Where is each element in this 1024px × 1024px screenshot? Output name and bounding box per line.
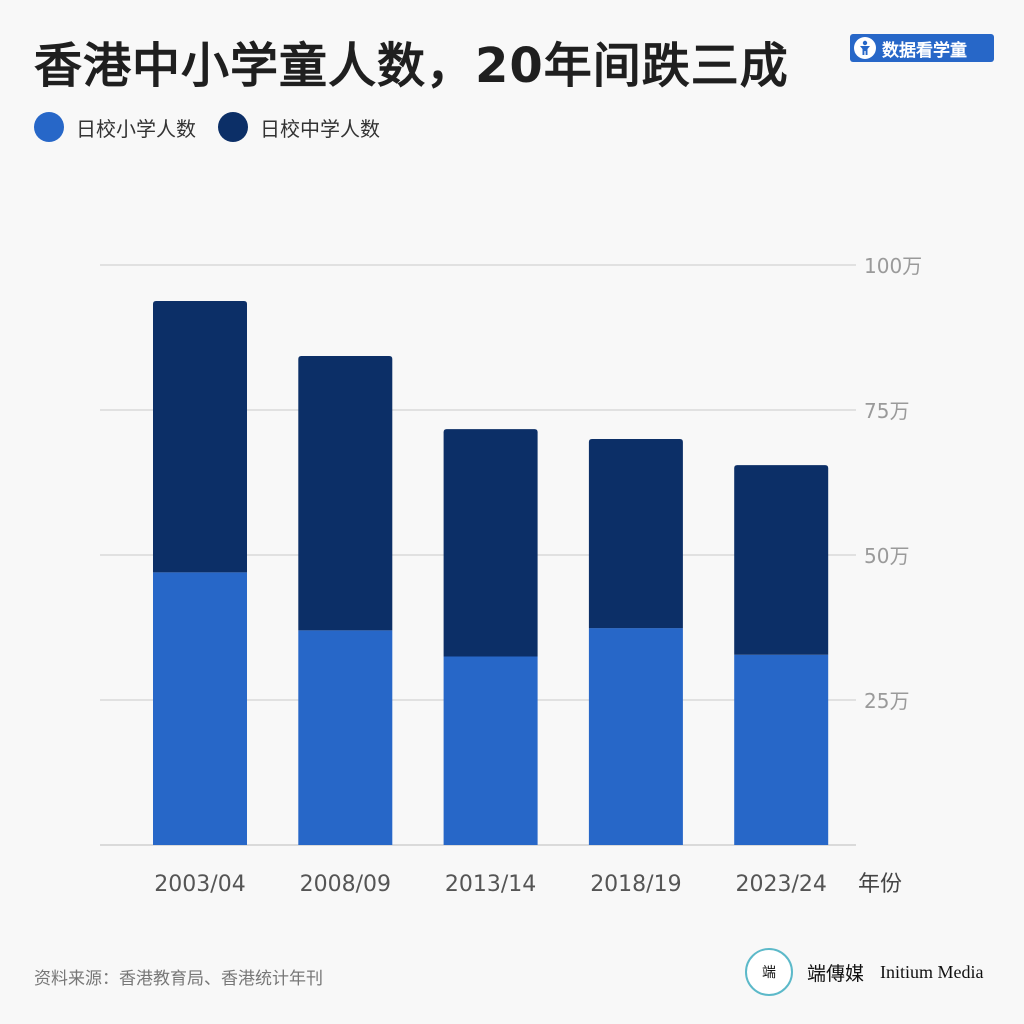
bar-segment-primary: [443, 656, 538, 845]
page-title: 香港中小学童人数，20年间跌三成: [34, 38, 789, 94]
legend-label-secondary: 日校中学人数: [260, 116, 380, 141]
topic-tag-label: 数据看学童: [882, 40, 967, 61]
bar-segment-primary: [588, 628, 683, 845]
x-tick-label: 2013/14: [445, 872, 536, 897]
legend-item-primary: 日校小学人数: [34, 112, 196, 142]
bar-segment-primary: [298, 630, 393, 845]
source-note: 资料来源：香港教育局、香港统计年刊: [34, 969, 323, 989]
bar-segment-secondary: [443, 429, 538, 657]
logo-glyph: 端: [762, 965, 776, 981]
bar-segment-secondary: [588, 439, 683, 629]
legend-swatch-secondary: [218, 112, 248, 142]
child-icon: [854, 37, 876, 59]
y-tick-label: 25万: [864, 689, 909, 713]
x-tick-label: 2023/24: [735, 872, 826, 897]
bar-segment-secondary: [153, 300, 247, 573]
x-axis-title: 年份: [858, 872, 902, 897]
brand-name-cn: 端傳媒: [807, 962, 865, 985]
x-tick-label: 2018/19: [590, 872, 681, 897]
brand: 端 端傳媒 Initium Media: [745, 948, 984, 996]
bar-segment-primary: [153, 572, 247, 845]
bar-segment-secondary: [298, 356, 393, 631]
chart-legend: 日校小学人数 日校中学人数: [34, 112, 388, 142]
y-tick-label: 50万: [864, 544, 909, 568]
bar-segment-primary: [734, 654, 829, 845]
y-tick-label: 100万: [864, 254, 922, 278]
initium-logo: 端: [745, 948, 793, 996]
bar-segment-secondary: [734, 465, 829, 655]
x-tick-label: 2008/09: [300, 872, 391, 897]
legend-swatch-primary: [34, 112, 64, 142]
x-tick-label: 2003/04: [154, 872, 245, 897]
y-tick-label: 75万: [864, 399, 909, 423]
topic-tag: 数据看学童: [850, 34, 994, 62]
legend-item-secondary: 日校中学人数: [218, 112, 380, 142]
brand-name-en: Initium Media: [880, 961, 984, 982]
legend-label-primary: 日校小学人数: [76, 116, 196, 141]
